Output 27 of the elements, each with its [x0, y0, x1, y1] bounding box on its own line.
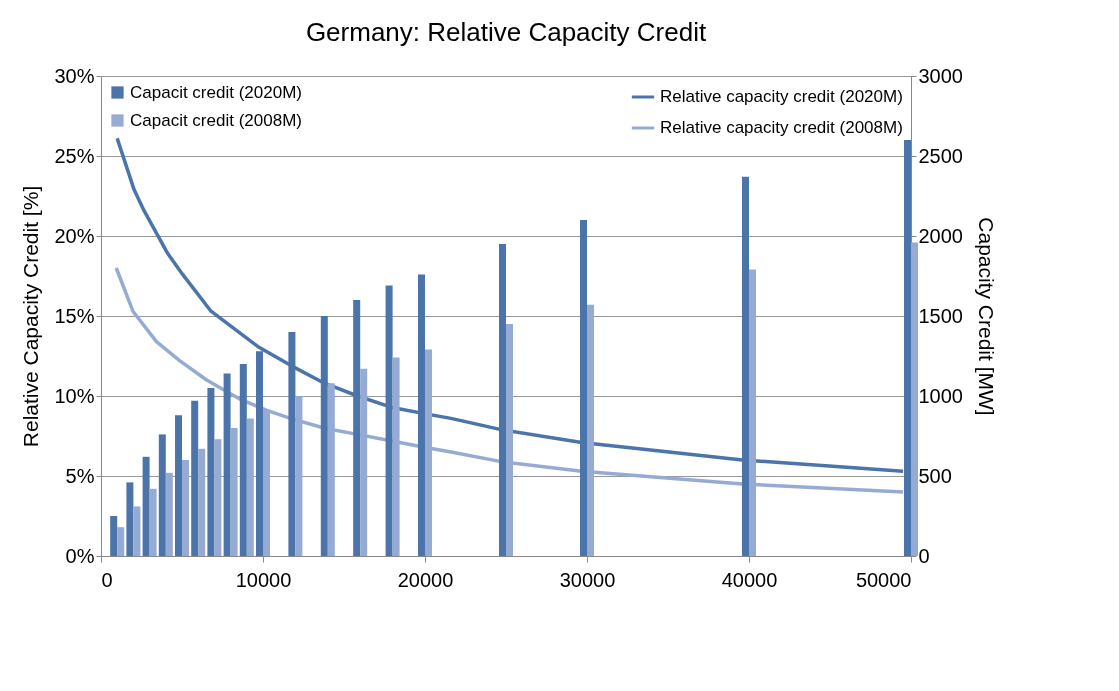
y-tick-label: 0% [65, 544, 95, 567]
y-tick-label: 5% [65, 464, 95, 487]
x-tick-label: 50000 [855, 568, 912, 591]
y2-tick-label: 0 [918, 544, 930, 567]
legend-label: Relative capacity credit (2008M) [660, 118, 903, 137]
chart-title: Germany: Relative Capacity Credit [305, 17, 707, 47]
x-tick-label: 30000 [559, 568, 616, 591]
y2-tick-label: 2500 [918, 144, 963, 167]
legend-label: Capacit credit (2020M) [130, 82, 302, 102]
y2-tick-label: 500 [918, 464, 952, 487]
y-tick-label: 25% [54, 144, 95, 167]
x-tick-label: 10000 [235, 568, 292, 591]
y2-tick-label: 3000 [918, 64, 963, 87]
x-tick-label: 0 [101, 568, 113, 591]
legend-label: Relative capacity credit (2020M) [660, 87, 903, 106]
y2-tick-label: 2000 [918, 224, 963, 247]
y2-axis-title: Capacity Credit [MW] [974, 217, 998, 416]
y2-tick-label: 1000 [918, 384, 963, 407]
y-tick-label: 30% [54, 64, 95, 87]
y-axis-title: Relative Capacity Credit [%] [19, 185, 43, 448]
y-tick-label: 10% [54, 384, 95, 407]
legend-label: Capacit credit (2008M) [130, 110, 302, 130]
y-tick-label: 20% [54, 224, 95, 247]
y2-tick-label: 1500 [918, 304, 963, 327]
y-tick-label: 15% [54, 304, 95, 327]
x-tick-label: 20000 [397, 568, 454, 591]
x-tick-label: 40000 [721, 568, 778, 591]
